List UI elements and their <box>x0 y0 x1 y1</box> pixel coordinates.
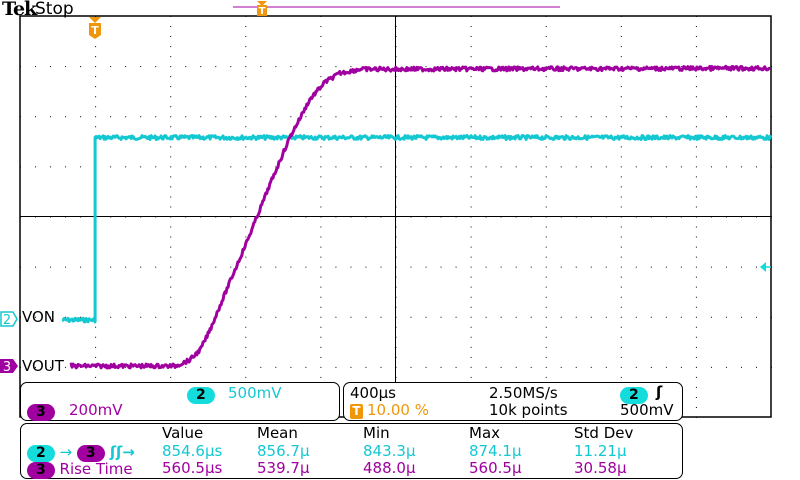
record-length: 10k points <box>489 401 568 419</box>
ch2-scale: 500mV <box>228 384 282 402</box>
header-min: Min <box>363 424 390 442</box>
ch2-ground-marker: 2 <box>0 311 18 328</box>
delay-value: 854.6µs <box>162 442 223 460</box>
svg-text:3: 3 <box>3 360 11 375</box>
ch3-badge: 3 <box>27 404 55 421</box>
acquisition-status: Stop <box>35 0 74 19</box>
rise-time-max: 560.5µ <box>469 459 522 477</box>
trigger-icon: T <box>350 404 363 419</box>
tek-logo: Tek <box>2 0 37 20</box>
rise-time-measurement-label[interactable]: 3 Rise Time <box>27 460 133 479</box>
ch2-label: VON <box>22 308 56 326</box>
ch3-scale: 200mV <box>69 401 123 419</box>
header-std-dev: Std Dev <box>574 424 634 442</box>
header-max: Max <box>469 424 501 442</box>
header-value: Value <box>162 424 204 442</box>
trigger-level-icon <box>760 262 766 272</box>
svg-text:T: T <box>259 6 266 17</box>
rise-time-std-dev: 30.58µ <box>574 459 627 477</box>
ch2-badge: 2 <box>187 387 215 404</box>
rise-time-value: 560.5µs <box>162 459 223 477</box>
delay-min: 843.3µ <box>363 442 416 460</box>
delay-std-dev: 11.21µ <box>574 442 627 460</box>
sample-rate: 2.50MS/s <box>489 384 558 402</box>
rise-time-min: 488.0µ <box>363 459 416 477</box>
waveform-vout <box>69 64 772 370</box>
svg-text:2: 2 <box>3 313 11 328</box>
measurement-table[interactable]: Value Mean Min Max Std Dev 2 → 3 ʃʃ→ 854… <box>20 423 683 479</box>
delay-mean: 856.7µ <box>257 442 310 460</box>
delay-measurement-label[interactable]: 2 → 3 ʃʃ→ <box>27 443 135 462</box>
grid-dots <box>20 16 772 418</box>
delay-edges-icon: ʃʃ→ <box>104 443 135 461</box>
horizontal-readout[interactable]: 400µs T 10.00 % 2.50MS/s 10k points 2 ʃ 5… <box>343 382 683 421</box>
rising-edge-icon: ʃ <box>656 383 663 401</box>
trigger-position: 10.00 % <box>367 401 429 419</box>
svg-text:T: T <box>91 24 99 37</box>
rise-time-mean: 539.7µ <box>257 459 310 477</box>
vertical-readout[interactable]: 2 500mV 3 200mV <box>20 382 340 421</box>
ch3-label: VOUT <box>22 357 64 375</box>
record-trigger-icon: T <box>257 1 267 17</box>
trigger-level: 500mV <box>620 401 674 419</box>
arrow-right-icon: → <box>54 443 77 461</box>
ch3-ground-marker: 3 <box>0 359 18 375</box>
graticule <box>19 15 772 418</box>
trigger-position-icon: T <box>89 17 101 39</box>
trigger-source-badge: 2 <box>620 387 648 404</box>
header-mean: Mean <box>257 424 298 442</box>
delay-max: 874.1µ <box>469 442 522 460</box>
waveform-von <box>61 134 772 324</box>
time-per-div: 400µs <box>350 384 396 402</box>
